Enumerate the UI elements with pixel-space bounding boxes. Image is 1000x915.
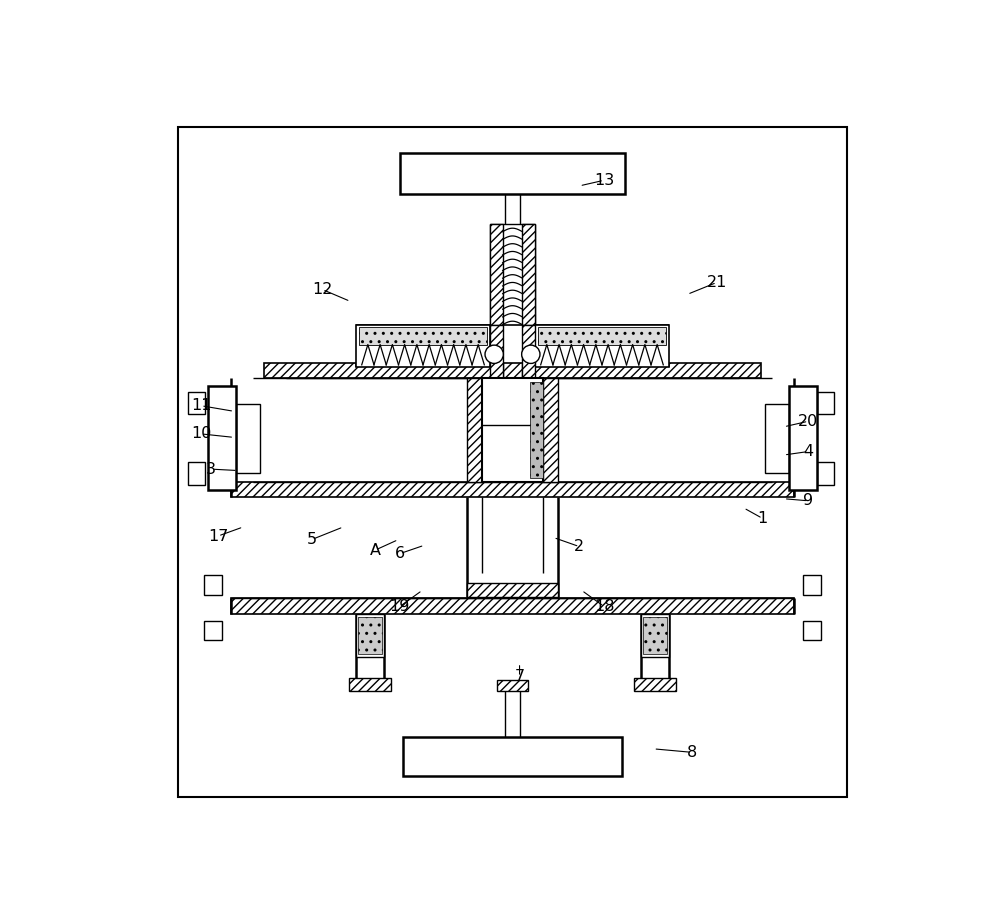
Bar	[789, 386, 817, 490]
Bar	[467, 378, 482, 482]
Text: 17: 17	[208, 529, 228, 544]
Bar	[497, 680, 528, 691]
Bar	[490, 325, 503, 378]
Text: 3: 3	[206, 462, 216, 477]
Text: 11: 11	[191, 398, 211, 414]
Bar	[349, 678, 391, 691]
Text: 1: 1	[757, 511, 768, 526]
Bar	[817, 462, 834, 485]
Bar	[538, 327, 666, 345]
Bar	[522, 224, 535, 325]
Bar	[643, 617, 667, 653]
Bar	[231, 482, 794, 498]
Bar	[535, 325, 669, 367]
Bar	[522, 325, 535, 378]
Text: A: A	[370, 543, 381, 557]
Bar	[400, 154, 625, 194]
Text: 21: 21	[707, 274, 727, 290]
Text: 7: 7	[514, 670, 525, 684]
Text: 2: 2	[574, 539, 584, 554]
Bar	[236, 404, 260, 473]
Circle shape	[522, 345, 540, 363]
Text: 13: 13	[594, 173, 614, 188]
Bar	[530, 382, 543, 478]
Text: 6: 6	[395, 546, 405, 561]
Circle shape	[485, 345, 503, 363]
Bar	[403, 737, 622, 776]
Bar	[803, 575, 821, 595]
Bar	[641, 614, 669, 657]
Bar	[356, 325, 490, 367]
Text: 20: 20	[798, 414, 819, 429]
Bar	[467, 583, 558, 597]
Bar	[490, 224, 503, 325]
Text: 8: 8	[687, 745, 697, 759]
Text: 10: 10	[191, 426, 211, 441]
Bar	[264, 363, 761, 378]
Bar	[817, 392, 834, 414]
Text: 9: 9	[803, 493, 813, 509]
Bar	[482, 378, 543, 482]
Bar	[543, 378, 558, 482]
Bar	[204, 620, 222, 640]
Text: 4: 4	[803, 444, 813, 459]
Text: 12: 12	[312, 282, 332, 297]
Bar	[208, 386, 236, 490]
Bar	[803, 620, 821, 640]
Bar	[188, 462, 205, 485]
Bar	[765, 404, 789, 473]
Text: 18: 18	[594, 599, 614, 614]
Bar	[359, 327, 487, 345]
Bar	[231, 598, 794, 614]
Bar	[634, 678, 676, 691]
Bar	[356, 614, 384, 657]
Text: 5: 5	[307, 533, 317, 547]
Bar	[204, 575, 222, 595]
Bar	[188, 392, 205, 414]
Text: 19: 19	[390, 599, 410, 614]
Bar	[358, 617, 382, 653]
